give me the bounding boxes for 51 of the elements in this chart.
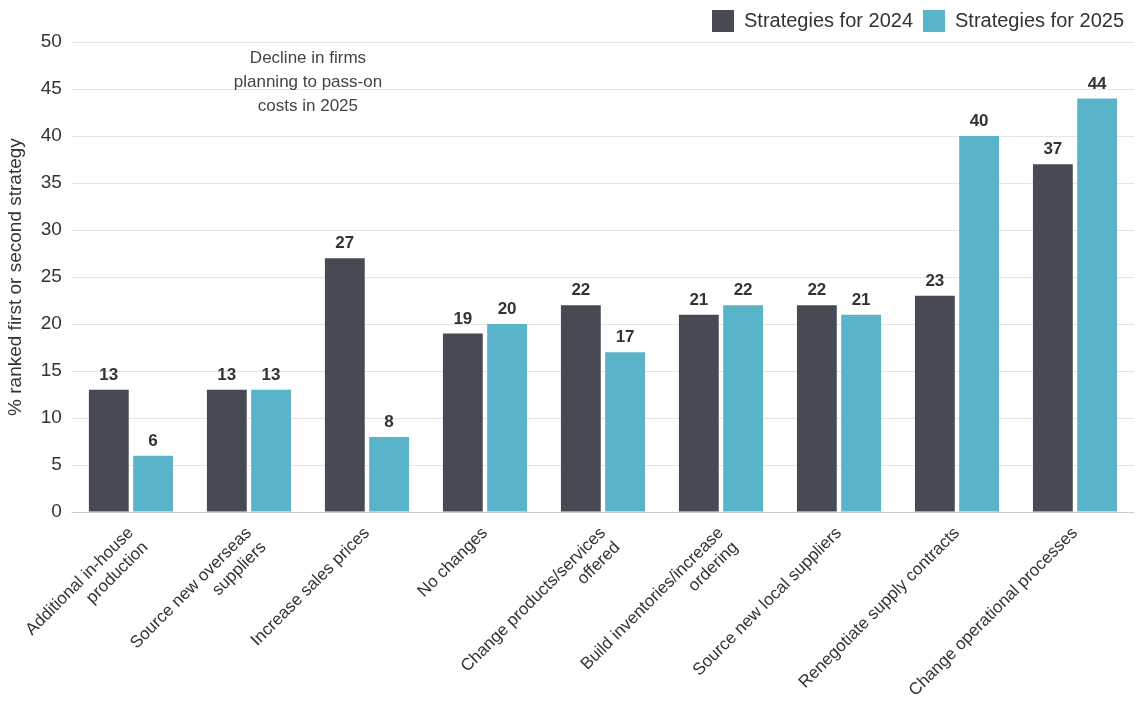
bar (369, 436, 409, 512)
bar (605, 352, 646, 512)
bar (251, 389, 291, 512)
bar (206, 389, 247, 512)
data-label: 21 (851, 289, 871, 309)
data-label: 6 (148, 430, 158, 450)
bar (796, 305, 837, 512)
bar (442, 333, 483, 512)
data-label: 27 (335, 233, 355, 253)
bar (487, 324, 527, 512)
y-tick-label: 5 (51, 453, 62, 475)
y-tick-label: 40 (40, 124, 62, 146)
data-label: 20 (497, 299, 517, 319)
data-label: 22 (733, 280, 753, 300)
data-label: 8 (384, 412, 394, 432)
y-tick-label: 30 (40, 218, 62, 240)
data-label: 13 (261, 365, 281, 385)
y-axis-title: % ranked first or second strategy (3, 137, 25, 416)
y-tick-label: 10 (40, 406, 62, 428)
legend-label: Strategies for 2025 (955, 8, 1125, 31)
y-tick-label: 25 (40, 265, 62, 287)
y-tick-label: 0 (51, 500, 62, 522)
y-tick-label: 35 (40, 171, 62, 193)
y-tick-label: 15 (40, 359, 62, 381)
bar (1077, 98, 1118, 512)
bar (1032, 164, 1073, 512)
annotation: Decline in firms planning to pass-on costs in 2025 (233, 48, 383, 116)
data-label: 19 (453, 308, 473, 328)
data-label: 23 (925, 271, 945, 291)
bar (88, 389, 129, 512)
data-label: 13 (99, 365, 119, 385)
bar (560, 305, 601, 512)
data-label: 13 (217, 365, 237, 385)
bar (959, 136, 1000, 512)
y-tick-label: 20 (40, 312, 62, 334)
bar (324, 258, 365, 512)
data-label: 17 (615, 327, 635, 347)
data-label: 21 (689, 289, 709, 309)
data-label: 44 (1087, 73, 1108, 93)
bar (678, 314, 719, 512)
bar (914, 295, 955, 512)
data-label: 37 (1043, 139, 1063, 159)
y-tick-label: 50 (40, 30, 62, 52)
data-label: 40 (969, 111, 989, 131)
bar (841, 314, 882, 512)
legend-label: Strategies for 2024 (744, 8, 914, 31)
y-tick-label: 45 (40, 77, 62, 99)
data-label: 22 (807, 280, 827, 300)
bar (723, 305, 764, 512)
data-label: 22 (571, 280, 591, 300)
bar (133, 455, 173, 512)
